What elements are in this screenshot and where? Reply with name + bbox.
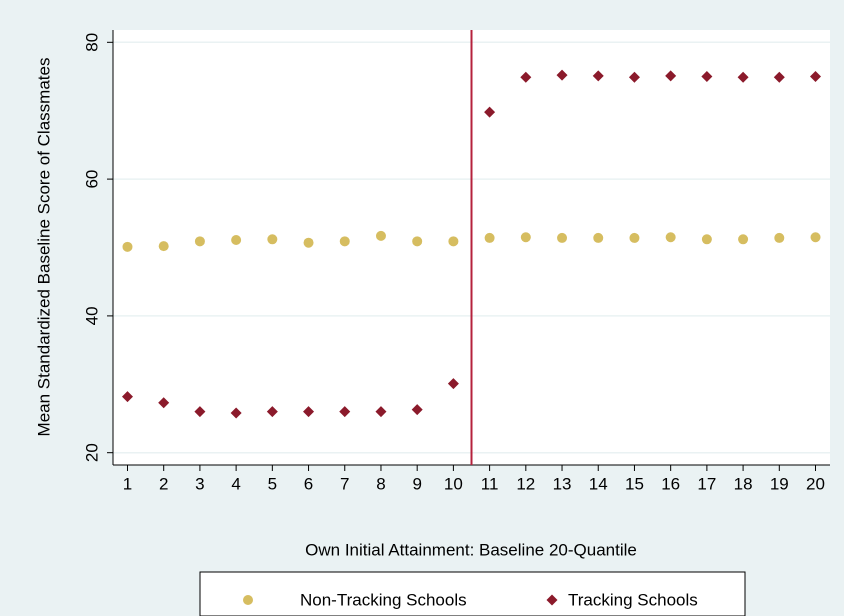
point	[339, 406, 351, 418]
point	[665, 232, 676, 243]
point	[447, 378, 459, 390]
point	[701, 234, 712, 245]
point	[231, 234, 242, 245]
point	[448, 236, 459, 247]
point	[774, 232, 785, 243]
x-tick-label: 10	[444, 474, 463, 493]
x-tick-label: 6	[304, 474, 313, 493]
point	[375, 406, 387, 418]
point	[266, 406, 278, 418]
x-tick-label: 4	[231, 474, 240, 493]
x-tick-label: 17	[697, 474, 716, 493]
point	[810, 232, 821, 243]
point	[593, 232, 604, 243]
point	[628, 71, 640, 83]
x-tick-label: 8	[376, 474, 385, 493]
x-tick-label: 11	[481, 474, 499, 493]
point	[339, 236, 350, 247]
legend-marker	[243, 595, 253, 605]
point	[158, 397, 170, 409]
y-tick-label: 20	[82, 443, 101, 462]
x-tick-label: 1	[123, 474, 132, 493]
point	[230, 407, 242, 419]
x-tick-label: 15	[625, 474, 644, 493]
point	[520, 71, 532, 83]
point	[738, 234, 749, 245]
point	[412, 236, 423, 247]
point	[773, 71, 785, 83]
legend-marker	[546, 594, 558, 606]
point	[484, 106, 496, 118]
x-tick-label: 5	[268, 474, 277, 493]
y-axis-label: Mean Standardized Baseline Score of Clas…	[34, 58, 53, 437]
point	[665, 70, 677, 82]
point	[375, 230, 386, 241]
point	[629, 232, 640, 243]
y-tick-label: 80	[82, 33, 101, 52]
point	[484, 232, 495, 243]
x-tick-label: 3	[195, 474, 204, 493]
x-tick-label: 2	[159, 474, 168, 493]
point	[810, 71, 822, 83]
y-tick-label: 40	[82, 306, 101, 325]
point	[701, 71, 713, 83]
y-tick-label: 60	[82, 170, 101, 189]
point	[194, 236, 205, 247]
point	[303, 237, 314, 248]
point	[267, 234, 278, 245]
point	[737, 71, 749, 83]
point	[158, 241, 169, 252]
x-tick-label: 7	[340, 474, 349, 493]
point	[592, 70, 604, 82]
x-tick-label: 20	[806, 474, 825, 493]
x-tick-label: 14	[589, 474, 608, 493]
point	[121, 391, 133, 403]
x-axis-label: Own Initial Attainment: Baseline 20-Quan…	[305, 540, 637, 559]
point	[557, 232, 568, 243]
point	[303, 406, 315, 418]
x-tick-label: 9	[412, 474, 421, 493]
legend	[199, 571, 746, 616]
x-tick-label: 19	[770, 474, 789, 493]
x-tick-label: 12	[516, 474, 535, 493]
x-tick-label: 16	[661, 474, 680, 493]
legend-label: Tracking Schools	[568, 590, 698, 609]
point	[122, 241, 133, 252]
x-tick-label: 18	[734, 474, 753, 493]
x-tick-label: 13	[553, 474, 572, 493]
point	[520, 232, 531, 243]
point	[411, 404, 423, 416]
point	[194, 406, 206, 418]
legend-label: Non-Tracking Schools	[300, 590, 467, 609]
point	[556, 69, 568, 81]
